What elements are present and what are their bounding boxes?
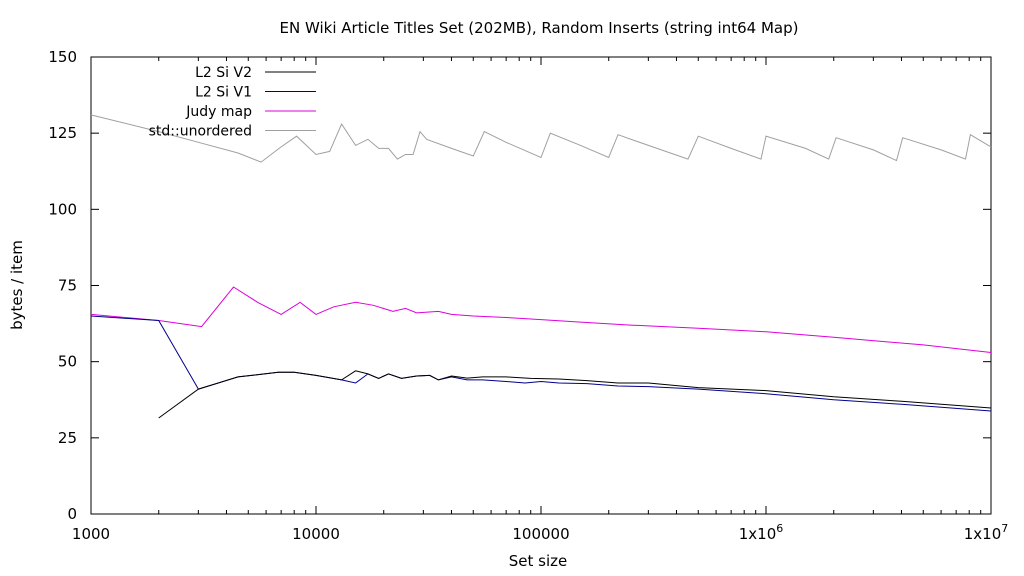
x-tick-label: 100000 (512, 525, 569, 543)
legend-label: L2 Si V2 (195, 65, 252, 81)
series-line-judy-map (90, 286, 992, 353)
x-tick-label: 10000 (292, 525, 340, 543)
y-tick-label: 75 (58, 277, 77, 295)
legend-label: L2 Si V1 (195, 85, 252, 101)
y-tick-label: 0 (67, 505, 77, 523)
x-tick-label: 1x106 (739, 522, 784, 543)
series-lines (90, 114, 992, 419)
legend-label: std::unordered (149, 124, 252, 140)
y-tick-label: 150 (48, 48, 77, 66)
x-axis-label: Set size (509, 552, 567, 570)
x-axis: 1000 10000 100000 1x106 1x107 (72, 57, 1008, 543)
y-tick-label: 100 (48, 200, 77, 218)
x-tick-label: 1x107 (964, 522, 1009, 543)
y-axis: 0 25 50 75 100 125 150 (48, 48, 991, 523)
y-tick-label: 25 (58, 429, 77, 447)
y-tick-label: 125 (48, 124, 77, 142)
chart-title: EN Wiki Article Titles Set (202MB), Rand… (280, 19, 799, 37)
series-line-l2-si-v1 (90, 315, 992, 412)
series-line-std-unordered (90, 114, 992, 163)
x-tick-label: 1000 (72, 525, 110, 543)
series-line-l2-si-v2 (158, 370, 992, 419)
legend-label: Judy map (185, 104, 252, 120)
y-axis-label: bytes / item (8, 240, 26, 330)
y-tick-label: 50 (58, 353, 77, 371)
